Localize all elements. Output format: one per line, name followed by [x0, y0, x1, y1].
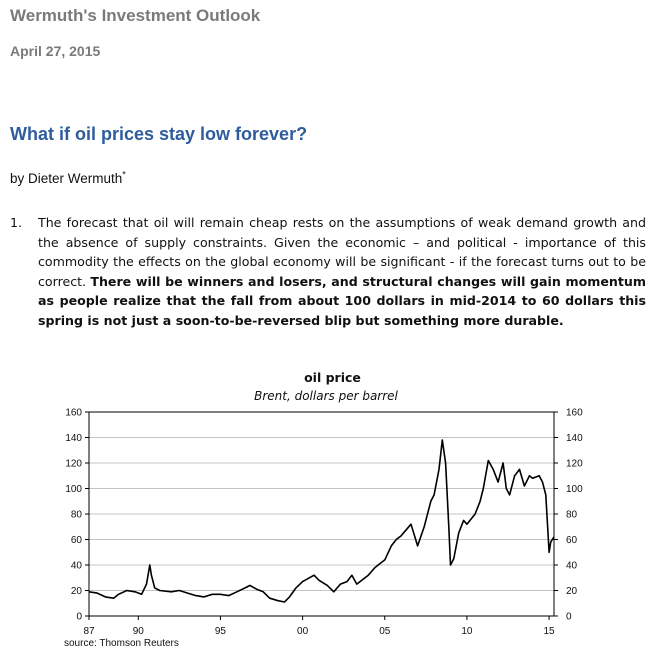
x-tick-label: 15 [544, 626, 556, 637]
y-tick-label-left: 140 [65, 433, 82, 444]
y-tick-label-right: 100 [566, 484, 583, 495]
header-title: Wermuth's Investment Outlook [10, 6, 261, 25]
x-tick-label: 90 [133, 626, 145, 637]
series-line-brent [88, 439, 555, 603]
paragraph-number: 1. [10, 215, 23, 230]
y-tick-label-right: 40 [566, 561, 578, 572]
y-tick-label-left: 0 [76, 612, 82, 623]
x-tick-label: 87 [83, 626, 95, 637]
byline: by Dieter Wermuth* [10, 169, 126, 186]
byline-footnote-mark: * [122, 169, 126, 180]
y-tick-label-left: 40 [71, 561, 83, 572]
y-tick-label-right: 20 [566, 586, 578, 597]
x-tick-label: 00 [297, 626, 309, 637]
chart-source: source: Thomson Reuters [64, 638, 179, 649]
y-tick-label-left: 80 [71, 510, 83, 521]
y-tick-label-right: 60 [566, 535, 578, 546]
y-tick-label-right: 140 [566, 433, 583, 444]
x-tick-label: 05 [379, 626, 391, 637]
paragraph-text-regular: The forecast that oil will remain cheap … [38, 215, 646, 289]
y-tick-label-right: 0 [566, 612, 572, 623]
paragraph-text: The forecast that oil will remain cheap … [38, 213, 646, 330]
x-tick-label: 95 [215, 626, 227, 637]
y-tick-label-right: 160 [566, 408, 583, 419]
article-title: What if oil prices stay low forever? [10, 124, 308, 144]
y-tick-label-left: 120 [65, 459, 82, 470]
y-tick-label-left: 160 [65, 408, 82, 419]
y-tick-label-right: 80 [566, 510, 578, 521]
x-tick-label: 10 [461, 626, 473, 637]
y-tick-label-left: 100 [65, 484, 82, 495]
paragraph-text-bold: There will be winners and losers, and st… [38, 273, 646, 328]
chart-title: oil price [304, 370, 361, 385]
chart-subtitle: Brent, dollars per barrel [254, 389, 398, 403]
header-date: April 27, 2015 [10, 43, 101, 59]
paragraph-1: 1. The forecast that oil will remain che… [10, 213, 646, 330]
y-tick-label-right: 120 [566, 459, 583, 470]
y-tick-label-left: 20 [71, 586, 83, 597]
y-tick-label-left: 60 [71, 535, 83, 546]
byline-text: by Dieter Wermuth [10, 171, 123, 186]
